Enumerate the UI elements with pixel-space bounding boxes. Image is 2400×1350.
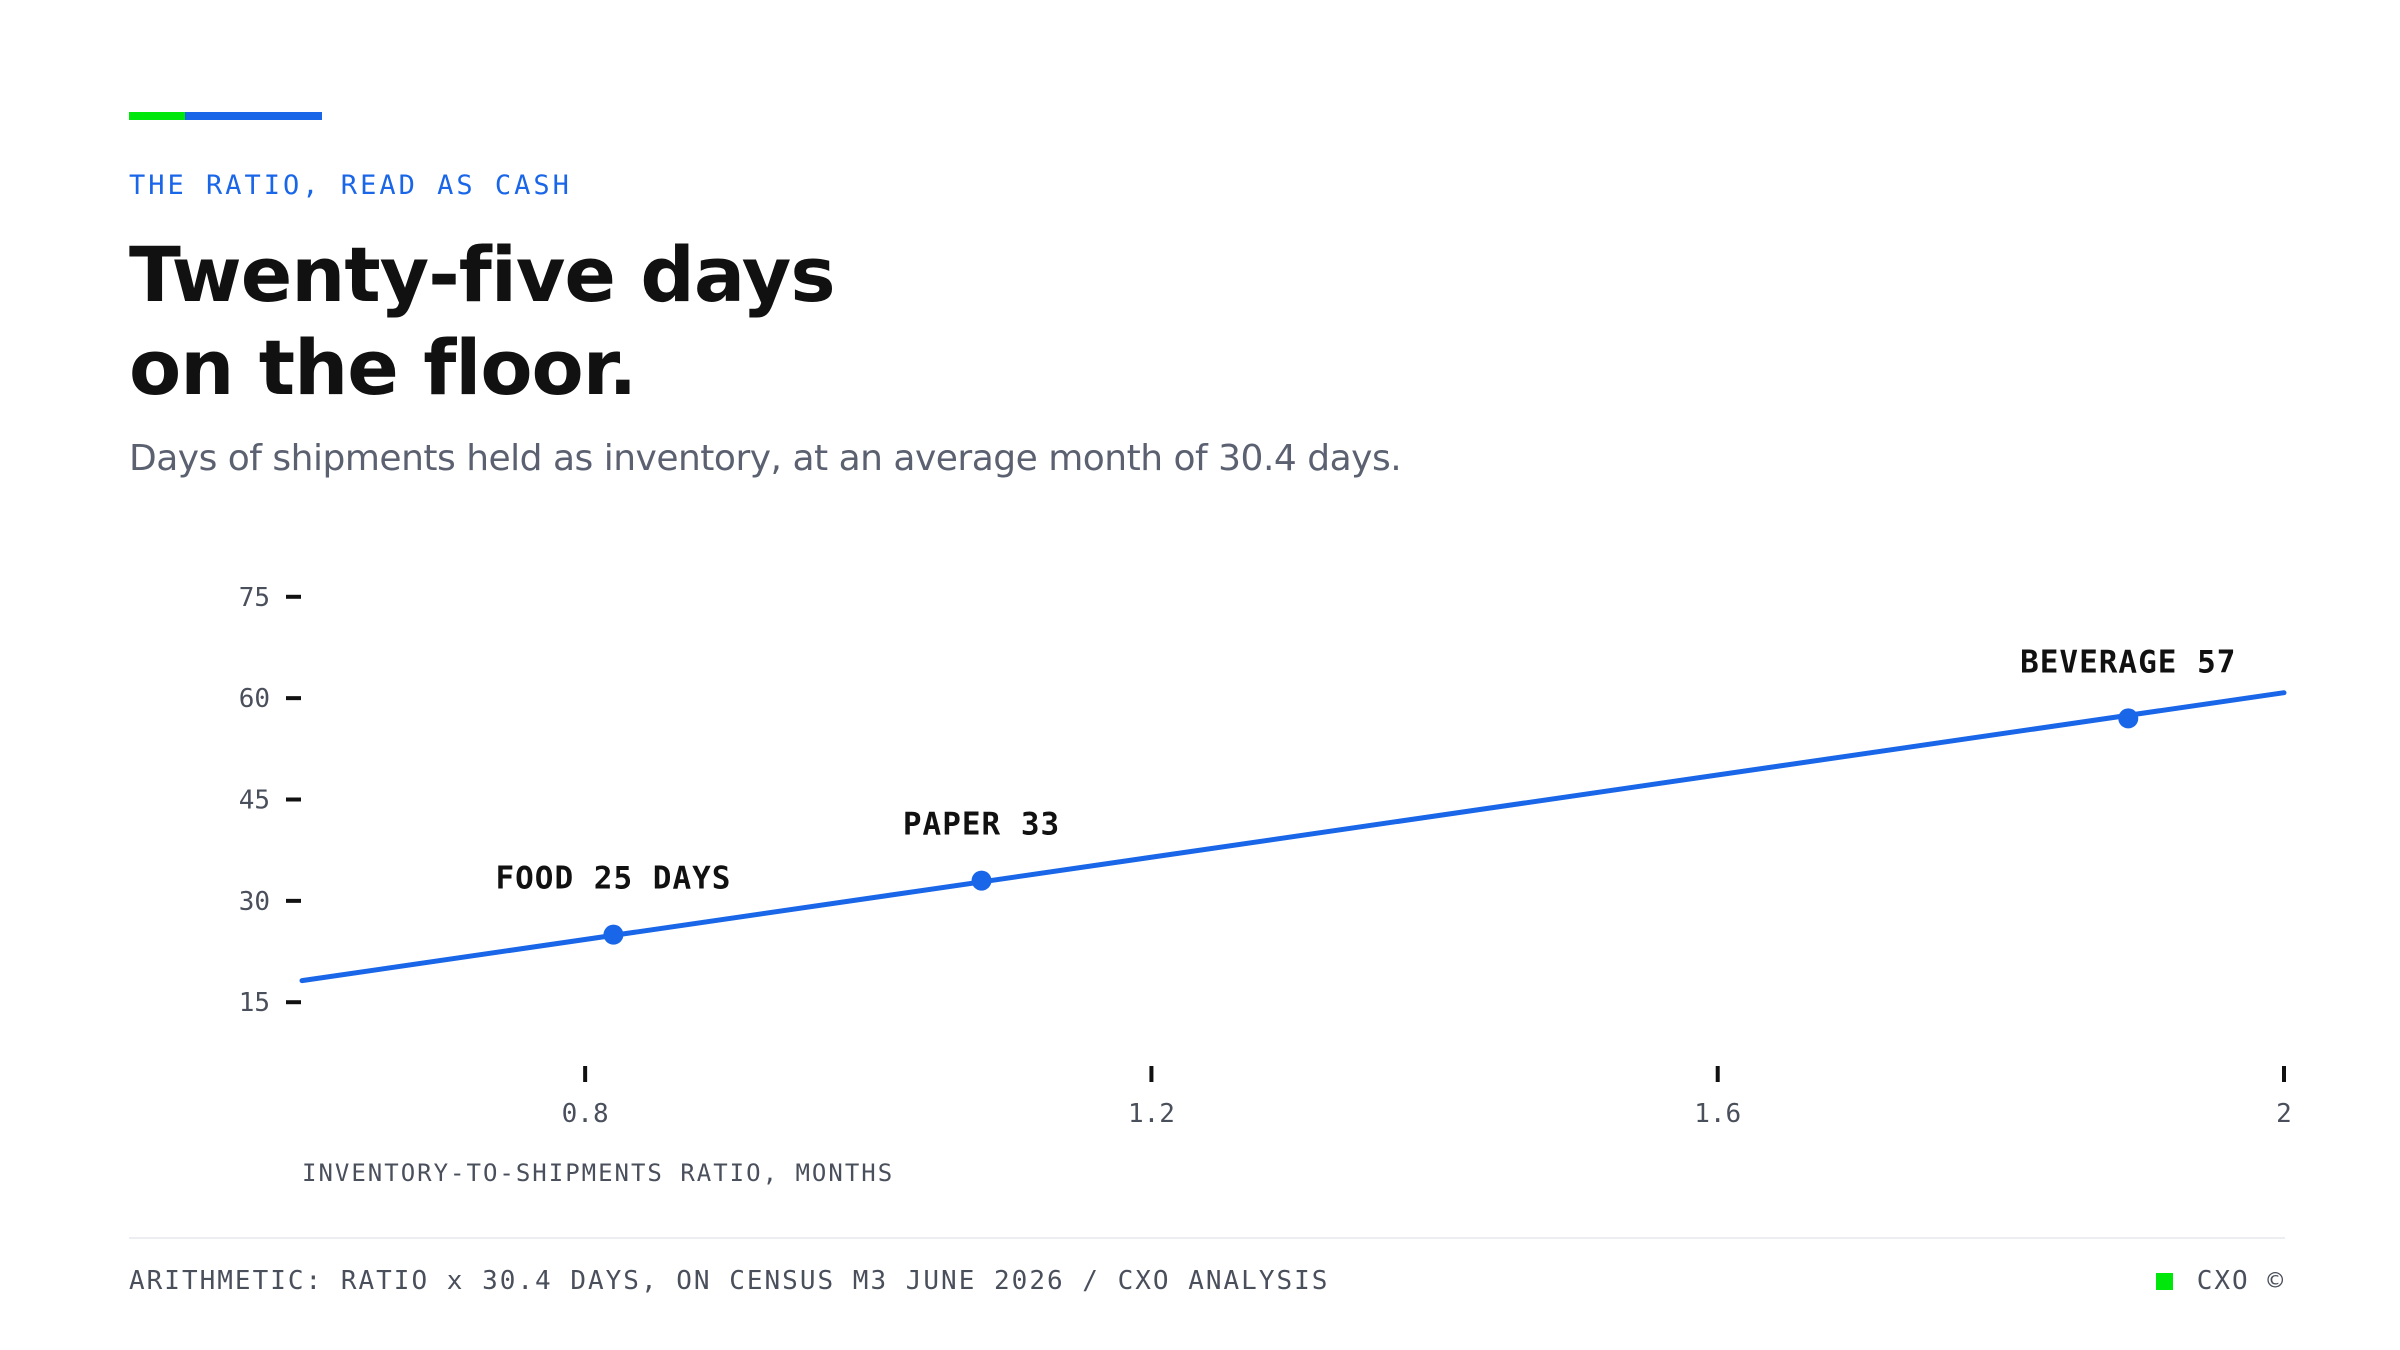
series-layer xyxy=(299,690,2287,984)
x-axis-title: INVENTORY-TO-SHIPMENTS RATIO, MONTHS xyxy=(302,1159,894,1187)
y-tick-label: 45 xyxy=(239,786,270,816)
data-point xyxy=(2118,708,2139,729)
headline-line-2: on the floor. xyxy=(129,323,637,412)
data-point xyxy=(971,870,992,891)
accent-bar-green xyxy=(129,112,185,120)
points-layer: FOOD 25 DAYS PAPER 33 BEVERAGE 57 xyxy=(495,644,2236,945)
y-tick-label: 30 xyxy=(239,887,270,917)
subtitle: Days of shipments held as inventory, at … xyxy=(129,438,1402,479)
x-axis: 0.8 1.2 1.6 2 xyxy=(562,1066,2292,1129)
accent-bar xyxy=(129,112,322,120)
brand-square-icon xyxy=(2155,1272,2173,1290)
brand-label: CXO © xyxy=(2196,1266,2285,1296)
brand: CXO © xyxy=(2155,1266,2285,1296)
y-tick-label: 60 xyxy=(239,684,270,714)
x-tick-label: 0.8 xyxy=(562,1099,609,1129)
data-label: BEVERAGE 57 xyxy=(2020,644,2236,680)
accent-bar-blue xyxy=(185,112,322,120)
x-tick-label: 2 xyxy=(2276,1099,2292,1129)
y-tick-label: 15 xyxy=(239,988,270,1018)
data-label: PAPER 33 xyxy=(903,807,1060,843)
page-title: Twenty-five days on the floor. xyxy=(129,228,836,414)
footer-divider xyxy=(129,1237,2285,1239)
series-line xyxy=(299,690,2287,984)
kicker: THE RATIO, READ AS CASH xyxy=(129,170,572,201)
source-note: ARITHMETIC: RATIO x 30.4 DAYS, ON CENSUS… xyxy=(129,1266,1330,1296)
y-axis: 15 30 45 60 75 xyxy=(239,583,301,1018)
x-tick-label: 1.2 xyxy=(1128,1099,1175,1129)
data-point xyxy=(603,924,624,945)
data-label: FOOD 25 DAYS xyxy=(495,861,731,897)
y-tick-label: 75 xyxy=(239,583,270,613)
headline-line-1: Twenty-five days xyxy=(129,230,836,319)
x-tick-label: 1.6 xyxy=(1694,1099,1741,1129)
